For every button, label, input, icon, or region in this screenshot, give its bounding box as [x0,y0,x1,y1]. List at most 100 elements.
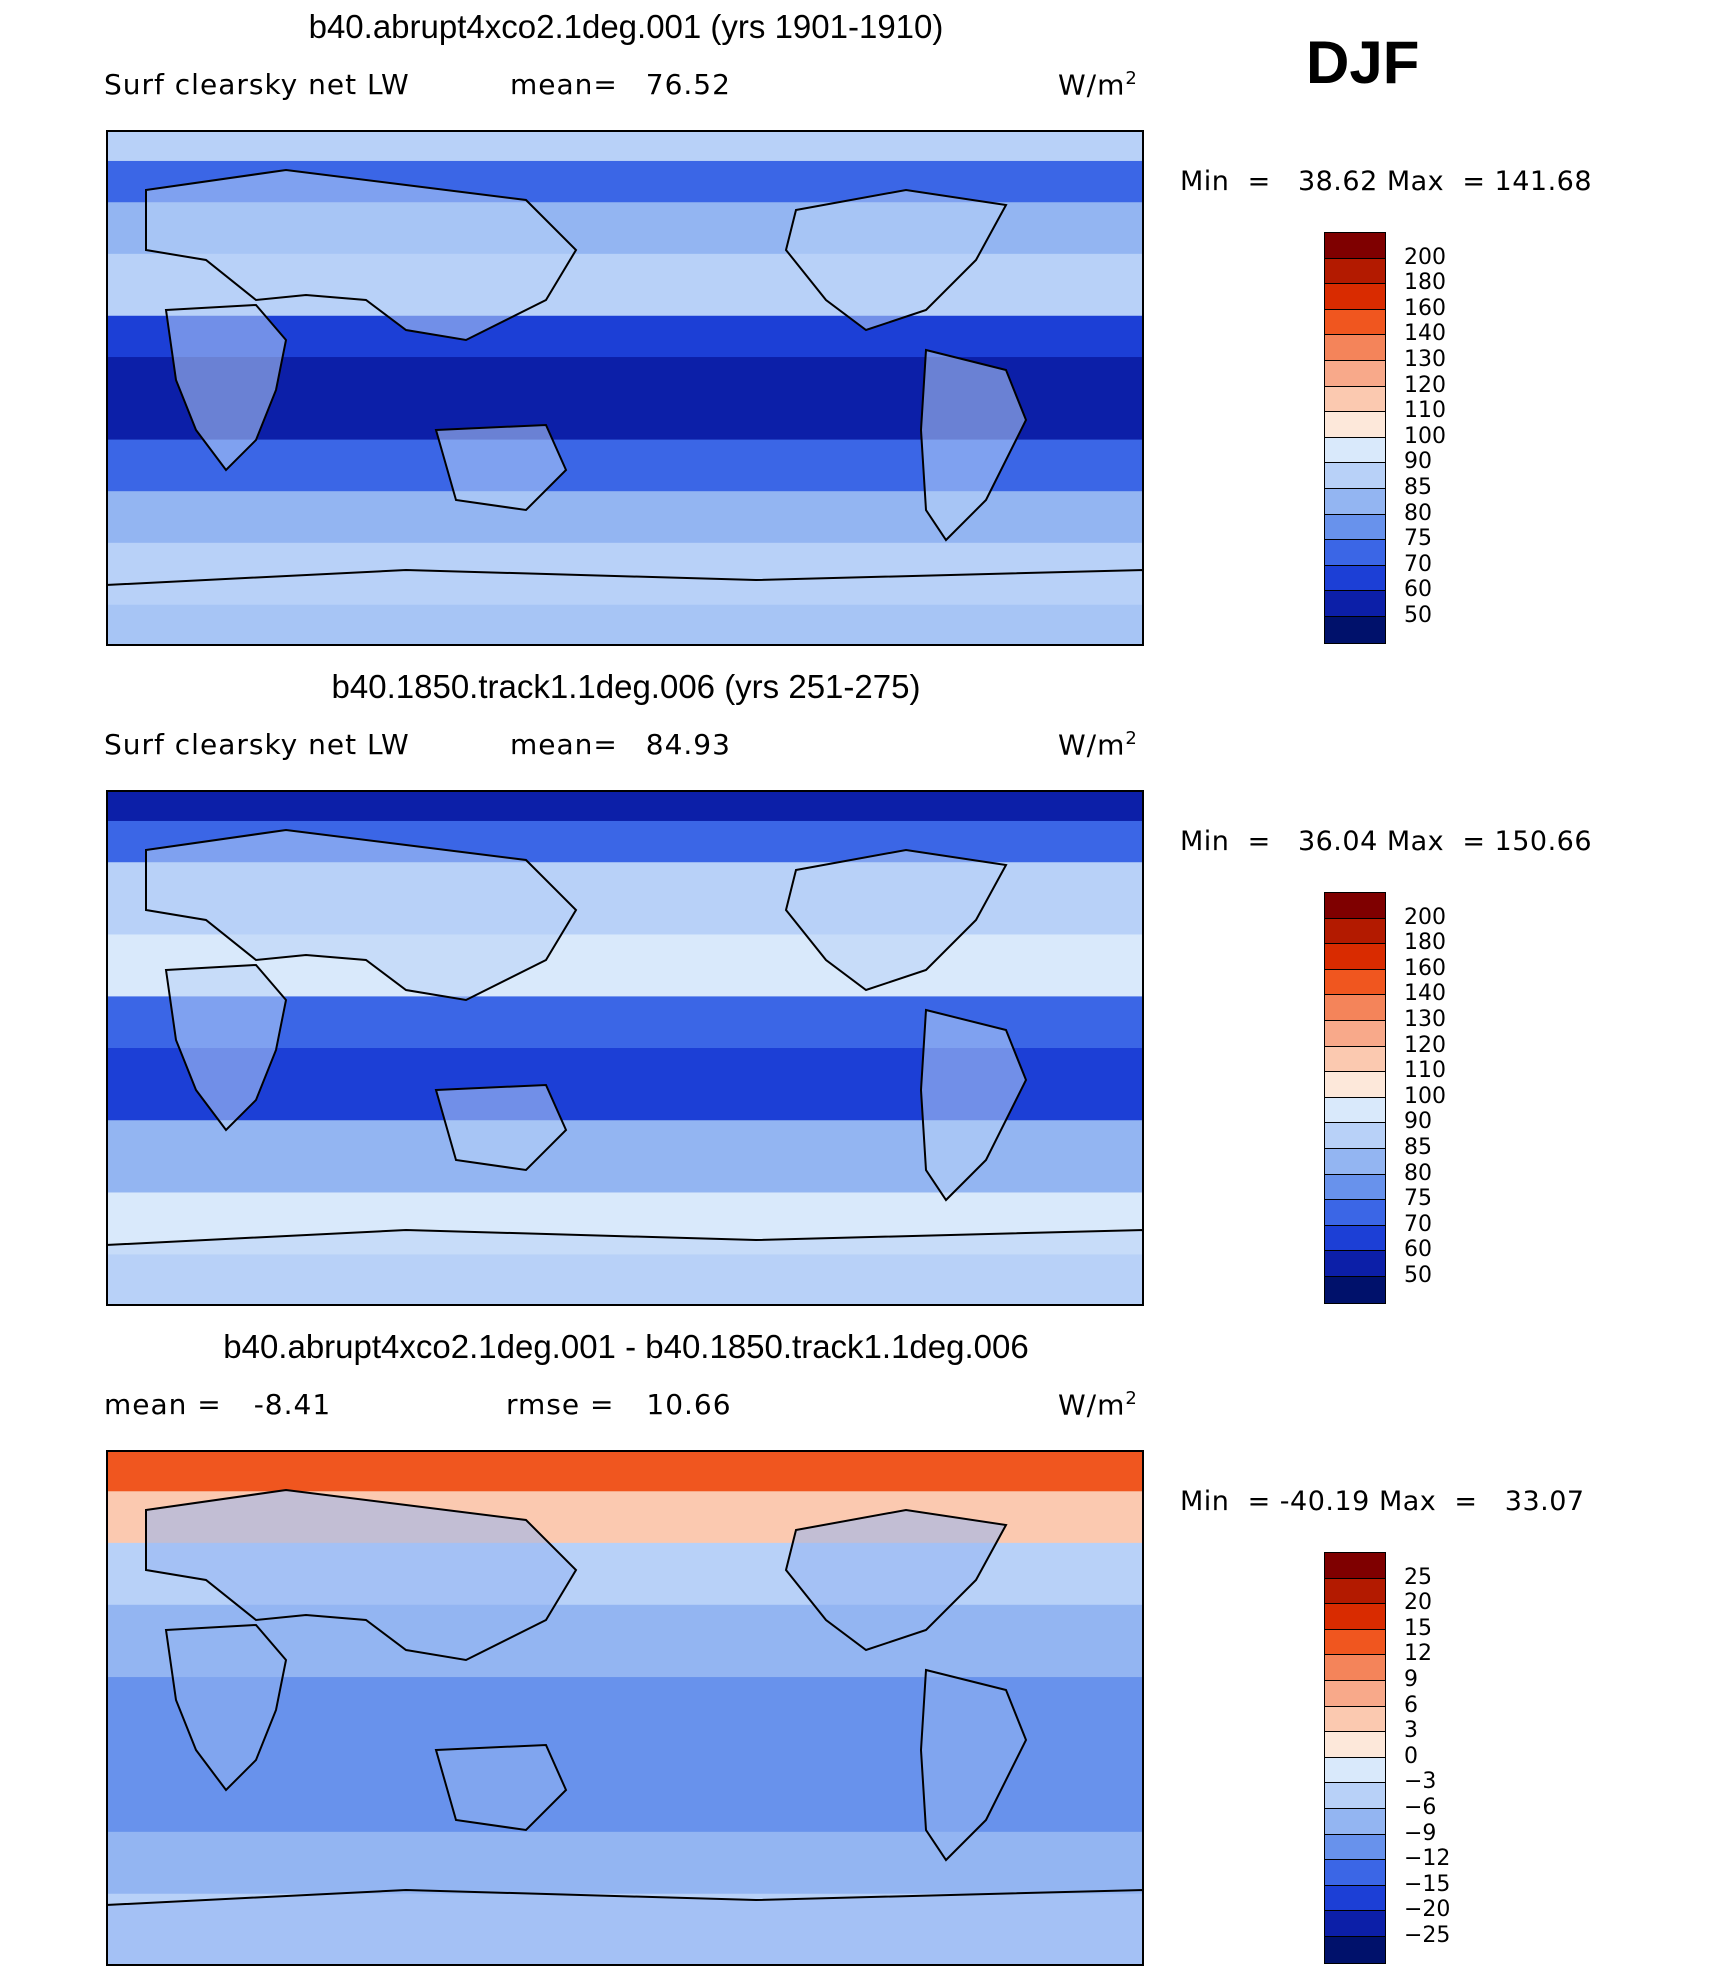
colorbar-tick-label: 100 [1404,1083,1446,1109]
colorbar: 25 20 15 12 9 6 3 0 −3 −6 −9 −12 −15 −20 −25 [1324,1552,1450,1964]
coastline [784,1508,1008,1652]
max-label: Max = [1378,1486,1478,1517]
colorbar-tick-label: 85 [1404,1135,1432,1160]
colorbar-tick-label: 140 [1404,321,1446,347]
world-map [106,130,1144,646]
panel-title: b40.1850.track1.1deg.006 (yrs 251-275) [331,668,921,705]
world-map [106,1450,1144,1966]
colorbar-tick-label: 15 [1404,1615,1432,1641]
colorbar-swatch [1325,284,1385,310]
colorbar-swatch [1325,1936,1385,1963]
mean-value: 84.93 [645,728,731,761]
colorbar-swatch [1325,1225,1385,1252]
colorbar-tick-label: 140 [1404,981,1446,1007]
colorbar-swatch [1325,1680,1385,1707]
coastline [434,423,568,512]
units-label: W/m2 [1058,68,1138,102]
colorbar-swatch [1325,233,1385,259]
colorbar-swatch [1325,1578,1385,1605]
colorbar: 200 180 160 140 130 120 110 100 90 85 80 75 70 60 50 [1324,892,1446,1304]
colorbar-tick-label: 130 [1404,1007,1446,1032]
colorbar-swatch [1325,1148,1385,1175]
colorbar-tick-label: −25 [1404,1923,1451,1948]
colorbar-swatch [1325,1200,1385,1226]
colorbar-swatch [1325,1783,1385,1809]
colorbar-swatch [1325,360,1385,387]
colorbar-tick-label: 50 [1404,603,1432,628]
colorbar-swatch [1325,1174,1385,1201]
coastline [106,1228,1144,1306]
coastline [434,1083,568,1172]
colorbar-swatch [1325,1046,1385,1073]
units-label: W/m2 [1058,728,1138,762]
colorbar-tick-label: 110 [1404,398,1446,424]
colorbar-tick-label: 25 [1404,1564,1432,1590]
colorbar-tick-label: 20 [1404,1590,1432,1616]
min-label: Min = [1180,1486,1271,1517]
map-svg [106,790,1144,1306]
field-band [106,790,1144,822]
variable-label: Surf clearsky net LW [104,728,410,761]
colorbar-tick-label: 160 [1404,955,1446,981]
min-label: Min = [1180,826,1271,857]
colorbar-swatch [1325,1629,1385,1656]
colorbar-swatch [1325,1706,1385,1733]
colorbar-swatch [1325,1097,1385,1124]
field-band [106,1831,1144,1895]
coastline [434,1743,568,1832]
mean-readout: mean = -8.41 [104,1388,331,1421]
colorbar-swatch [1325,488,1385,515]
colorbar-tick-label: 180 [1404,930,1446,956]
min-label: Min = [1180,166,1271,197]
colorbar-tick-label: 120 [1404,1032,1446,1058]
panel-difference: b40.abrupt4xco2.1deg.001 - b40.1850.trac… [0,1320,1710,1980]
colorbar-tick-label: 75 [1404,526,1432,552]
coastline [145,168,578,342]
rmse-value: 10.66 [646,1388,732,1421]
colorbar-tick-label: 75 [1404,1186,1432,1212]
colorbar-tick-label: 120 [1404,372,1446,398]
colorbar-swatch [1325,1123,1385,1149]
coastline [145,828,578,1002]
colorbar-swatch [1325,995,1385,1021]
mean-value: 76.52 [645,68,731,101]
field-band [106,130,1144,162]
field-band [106,491,1144,544]
colorbar-swatch [1325,1251,1385,1277]
max-value: 150.66 [1494,826,1593,857]
map-svg [106,1450,1144,1966]
colorbar-swatch [1325,565,1385,592]
min-max-readout: Min = 36.04 Max = 150.66 [1180,826,1600,857]
colorbar-tick-label: 180 [1404,270,1446,296]
min-value: 36.04 [1297,826,1378,857]
coastline [164,963,288,1132]
colorbar-tick-label: −9 [1404,1820,1437,1846]
colorbar-swatch [1325,1732,1385,1758]
coastline [164,303,288,472]
colorbar-tick-label: 200 [1404,904,1446,930]
colorbar-swatch [1325,335,1385,361]
min-value: 38.62 [1297,166,1378,197]
colorbar-tick-label: 9 [1404,1667,1418,1692]
colorbar-swatch [1325,616,1385,643]
colorbar-tick-label: −3 [1404,1769,1437,1795]
colorbar-swatch [1325,437,1385,464]
colorbar-swatch [1325,1834,1385,1861]
colorbar-tick-label: 60 [1404,1237,1432,1263]
colorbar: 200 180 160 140 130 120 110 100 90 85 80 75 70 60 50 [1324,232,1446,644]
field-band [106,1450,1144,1493]
colorbar-swatch [1325,893,1385,919]
colorbar-swatch [1325,1885,1385,1912]
colorbar-tick-label: 80 [1404,500,1432,526]
colorbar-tick-label: 110 [1404,1058,1446,1084]
colorbar-swatch [1325,540,1385,566]
colorbar-tick-label: −12 [1404,1846,1451,1872]
colorbar-tick-label: −20 [1404,1897,1451,1923]
mean-readout: mean= 84.93 [510,728,731,761]
mean-label: mean = [104,1388,222,1421]
colorbar-swatch [1325,412,1385,438]
colorbar-tick-label: 160 [1404,295,1446,321]
coastline [164,1623,288,1792]
colorbar-swatch [1325,386,1385,413]
colorbar-swatch [1325,1553,1385,1579]
